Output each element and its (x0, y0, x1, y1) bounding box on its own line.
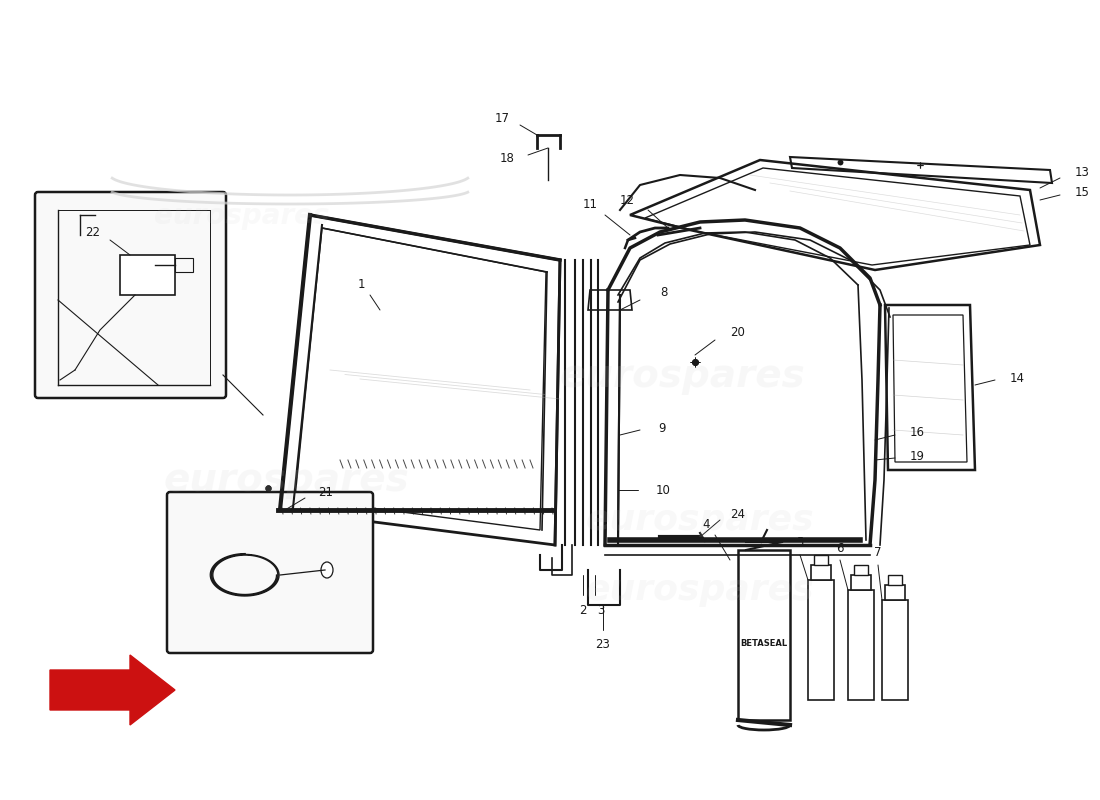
Text: 24: 24 (730, 507, 745, 521)
Text: 16: 16 (910, 426, 925, 439)
Bar (882, 600, 908, 700)
Bar (888, 575, 902, 585)
Text: 9: 9 (658, 422, 666, 434)
Bar (851, 575, 871, 590)
Text: 17: 17 (495, 111, 510, 125)
Text: 3: 3 (597, 603, 605, 617)
Text: eurospares: eurospares (559, 357, 805, 395)
Text: 2: 2 (580, 603, 586, 617)
Text: 14: 14 (1010, 371, 1025, 385)
Bar (854, 565, 868, 575)
Text: 19: 19 (910, 450, 925, 462)
Polygon shape (50, 655, 175, 725)
Text: 22: 22 (85, 226, 100, 239)
FancyBboxPatch shape (35, 192, 226, 398)
Text: 20: 20 (730, 326, 745, 339)
Bar (175, 258, 192, 272)
Text: 6: 6 (836, 542, 844, 554)
Text: eurospares: eurospares (585, 503, 814, 537)
Text: 8: 8 (660, 286, 668, 299)
Bar (848, 590, 874, 700)
Bar (120, 255, 175, 295)
Bar (811, 565, 830, 580)
Text: BETASEAL: BETASEAL (740, 639, 788, 648)
Text: 10: 10 (656, 483, 671, 497)
Text: 13: 13 (1075, 166, 1090, 178)
Text: eurospares: eurospares (163, 461, 409, 499)
Ellipse shape (321, 562, 333, 578)
Bar (808, 580, 834, 700)
Text: 21: 21 (318, 486, 333, 498)
Text: 18: 18 (500, 151, 515, 165)
Text: 4: 4 (703, 518, 710, 531)
Bar (738, 550, 790, 720)
Text: 1: 1 (358, 278, 365, 291)
Text: 12: 12 (620, 194, 635, 206)
Bar (814, 555, 828, 565)
Bar (886, 585, 905, 600)
Text: 11: 11 (583, 198, 598, 211)
FancyBboxPatch shape (167, 492, 373, 653)
Text: 7: 7 (874, 546, 882, 559)
Text: 5: 5 (796, 537, 804, 550)
Text: eurospares: eurospares (154, 202, 330, 230)
Text: eurospares: eurospares (585, 573, 814, 607)
Text: 15: 15 (1075, 186, 1090, 198)
Text: 23: 23 (595, 638, 610, 651)
